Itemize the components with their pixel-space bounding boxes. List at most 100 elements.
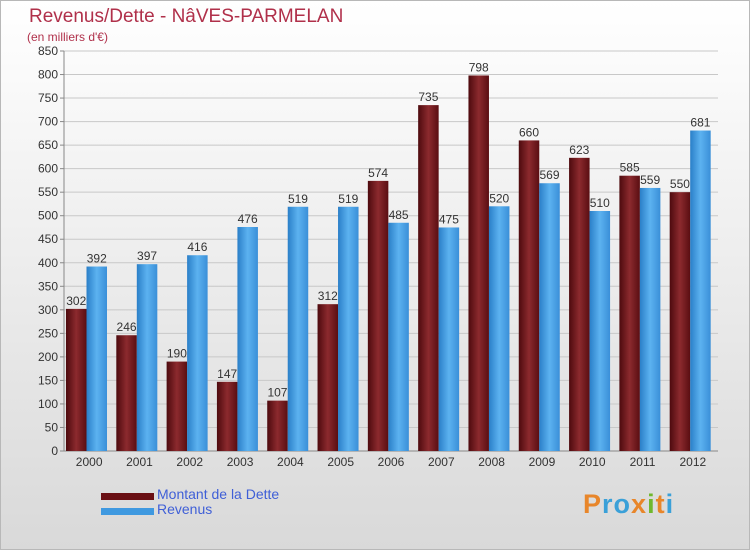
y-tick-label: 650 (38, 138, 58, 152)
bar-chart: 0 50 100 150 200 250 300 350 400 450 500 550 600 650 7… (38, 44, 718, 469)
x-tick-label: 2010 (579, 455, 606, 469)
data-label-revenus: 392 (87, 252, 107, 266)
data-label-dette: 312 (318, 289, 338, 303)
data-label-dette: 550 (670, 177, 690, 191)
y-tick-label: 0 (51, 444, 58, 458)
x-tick-label: 2009 (529, 455, 556, 469)
legend-swatch-dette (101, 493, 154, 500)
x-tick-label: 2002 (176, 455, 203, 469)
y-tick-label: 400 (38, 256, 58, 270)
bar-revenus (438, 227, 460, 451)
y-tick-label: 750 (38, 91, 58, 105)
logo-letter: i (665, 489, 675, 519)
x-tick-label: 2001 (126, 455, 153, 469)
bar-revenus (86, 266, 107, 451)
x-tick-label: 2006 (378, 455, 405, 469)
data-label-dette: 246 (117, 320, 137, 334)
bar-dette (216, 381, 238, 451)
data-label-dette: 574 (368, 166, 388, 180)
data-label-dette: 302 (66, 294, 86, 308)
bar-dette (317, 304, 339, 451)
y-tick-label: 100 (38, 397, 58, 411)
bar-dette (518, 140, 540, 452)
x-tick-label: 2003 (227, 455, 254, 469)
x-tick-label: 2007 (428, 455, 455, 469)
bar-revenus (488, 206, 510, 451)
bar-revenus (187, 255, 208, 451)
data-label-revenus: 519 (338, 192, 358, 206)
y-tick-label: 150 (38, 373, 58, 387)
data-label-dette: 623 (569, 143, 589, 157)
proxiti-logo: Proxiti (583, 489, 674, 520)
bar-revenus (338, 206, 359, 451)
bar-revenus (136, 264, 158, 451)
data-label-dette: 660 (519, 125, 539, 139)
data-label-dette: 190 (167, 347, 187, 361)
data-label-revenus: 520 (489, 191, 509, 205)
x-tick-label: 2000 (76, 455, 103, 469)
data-label-revenus: 569 (540, 168, 560, 182)
logo-letter: o (613, 489, 632, 519)
logo-letter: r (602, 489, 614, 519)
bar-dette (267, 400, 288, 451)
data-label-revenus: 397 (137, 249, 157, 263)
bar-revenus (539, 183, 560, 451)
legend-swatch-revenus (101, 508, 154, 515)
y-tick-label: 600 (38, 162, 58, 176)
y-tick-label: 350 (38, 279, 58, 293)
data-label-revenus: 510 (590, 196, 610, 210)
bar-revenus (287, 206, 309, 451)
data-label-dette: 735 (418, 90, 438, 104)
y-tick-label: 850 (38, 44, 58, 58)
logo-letter: i (647, 489, 656, 519)
logo-letter: x (631, 489, 648, 519)
y-tick-label: 250 (38, 326, 58, 340)
x-axis-ticks: 2000 2001 2002 2003 2004 2005 2006 2007 2008 2009… (76, 455, 707, 469)
data-label-revenus: 476 (238, 212, 258, 226)
bar-revenus (690, 130, 711, 451)
x-tick-label: 2005 (327, 455, 354, 469)
bars (66, 75, 711, 452)
bar-dette (116, 335, 137, 451)
legend-label-dette: Montant de la Dette (157, 486, 280, 502)
logo-letter: t (655, 489, 666, 519)
data-label-revenus: 681 (690, 116, 710, 130)
data-label-revenus: 485 (389, 208, 409, 222)
bar-dette (166, 361, 188, 451)
data-labels: 302 392 246 397 190 416 147 476 107 519 312 519 574 4… (66, 60, 711, 399)
chart-subtitle: (en milliers d'€) (27, 30, 108, 44)
bar-revenus (388, 222, 409, 451)
y-tick-label: 550 (38, 185, 58, 199)
data-label-dette: 798 (469, 60, 489, 74)
data-label-dette: 107 (267, 386, 287, 400)
bar-dette (66, 308, 87, 451)
data-label-revenus: 519 (288, 192, 308, 206)
y-tick-label: 700 (38, 115, 58, 129)
x-tick-label: 2011 (630, 455, 656, 469)
legend-label-revenus: Revenus (157, 501, 213, 517)
bar-revenus (237, 227, 258, 451)
chart-title: Revenus/Dette - NâVES-PARMELAN (29, 6, 344, 27)
bar-dette (418, 105, 439, 451)
data-label-revenus: 475 (439, 212, 459, 226)
logo-letter: P (583, 489, 603, 519)
y-tick-label: 500 (38, 209, 58, 223)
bar-dette (569, 157, 590, 451)
y-axis-ticks: 0 50 100 150 200 250 300 350 400 450 500 550 600 650 7… (38, 44, 58, 458)
x-tick-label: 2004 (277, 455, 304, 469)
bar-dette (619, 175, 640, 452)
y-tick-label: 200 (38, 350, 58, 364)
bar-revenus (589, 211, 611, 451)
y-tick-label: 50 (45, 420, 59, 434)
bar-dette (367, 180, 389, 451)
data-label-dette: 147 (217, 367, 237, 381)
x-tick-label: 2012 (679, 455, 706, 469)
x-tick-label: 2008 (478, 455, 505, 469)
data-label-dette: 585 (620, 161, 640, 175)
data-label-revenus: 559 (640, 173, 660, 187)
bar-dette (669, 192, 691, 452)
data-label-revenus: 416 (187, 240, 207, 254)
bar-dette (468, 75, 489, 452)
y-tick-label: 800 (38, 68, 58, 82)
